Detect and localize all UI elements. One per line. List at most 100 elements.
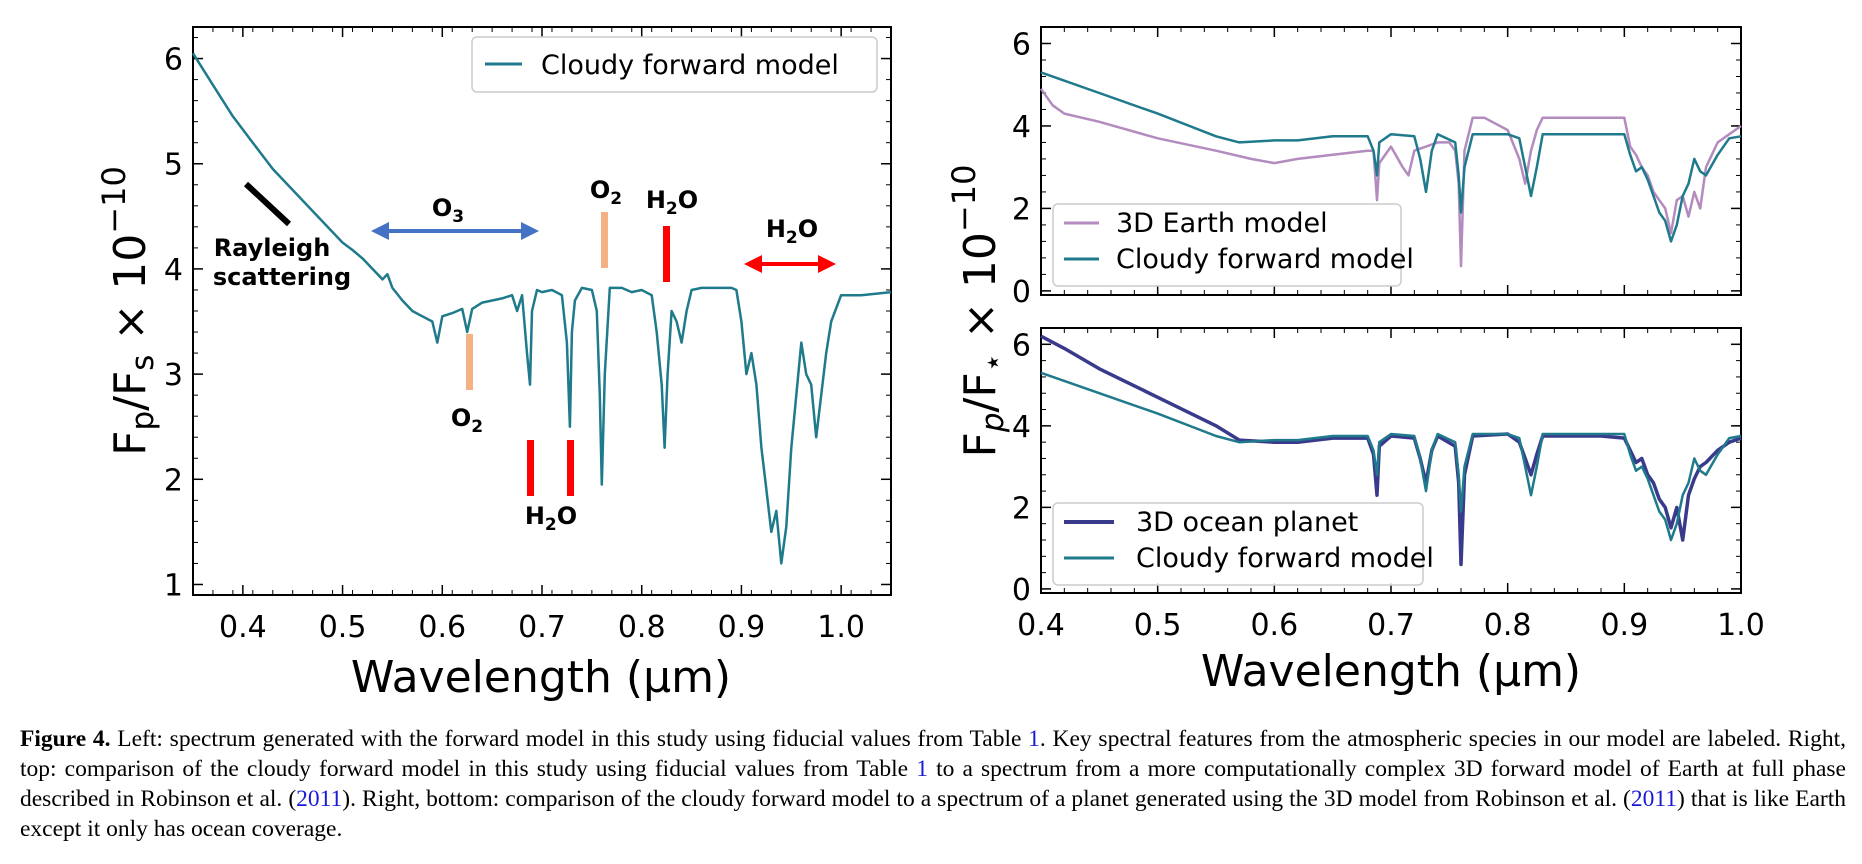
right-top-series-line-1	[1040, 71, 1742, 243]
right-ylabel: Fp/F⋆ × 10−10	[945, 165, 1011, 458]
left-xtick-label-3: 0.7	[518, 610, 566, 645]
right-top-ticks: 0 2 4 6	[1012, 27, 1742, 310]
rb-legend-label-cloudy: Cloudy forward model	[1136, 543, 1434, 574]
caption-text-3: to a spectrum from a more computationall…	[20, 756, 1846, 812]
right-top-ytick-label-3: 6	[1012, 27, 1031, 62]
right-bottom-xtick-label-5: 0.9	[1600, 608, 1648, 643]
rayleigh-label: Rayleigh	[214, 234, 331, 262]
right-xlabel: Wavelength (μm)	[1201, 646, 1581, 697]
left-ylabel: Fp/Fs × 10−10	[95, 166, 161, 456]
left-xtick-label-0: 0.4	[219, 610, 267, 645]
rt-legend-label-cloudy: Cloudy forward model	[1116, 244, 1414, 275]
right-bottom-xtick-label-3: 0.7	[1367, 608, 1415, 643]
right-top-panel: 0 2 4 6 3D Earth model Cloudy forward model	[1012, 26, 1742, 310]
right-ylabel-times: × 10	[955, 232, 1006, 353]
h2o-mid-main: H	[646, 186, 666, 214]
h2o-bar-left	[527, 440, 534, 496]
left-ytick-label-0: 1	[164, 568, 183, 603]
scattering-label: scattering	[213, 263, 351, 291]
right-bottom-xtick-label-2: 0.6	[1250, 608, 1298, 643]
right-ylabel-main: F	[955, 432, 1006, 457]
caption-text-4: ). Right, bottom: comparison of the clou…	[342, 786, 1631, 812]
left-xtick-label-4: 0.8	[618, 610, 666, 645]
left-series-line-0	[191, 52, 892, 565]
right-bottom-ytick-label-0: 0	[1012, 573, 1031, 608]
left-ytick-label-4: 5	[164, 148, 183, 183]
caption-ref-year-1[interactable]: 2011	[296, 786, 343, 812]
right-bottom-series-line-1	[1040, 371, 1742, 542]
h2o-right-main: H	[766, 215, 786, 243]
right-ylabel-sub2: ⋆	[975, 353, 1011, 372]
h2o-low-tail: O	[557, 502, 577, 530]
right-top-ytick-label-2: 4	[1012, 110, 1031, 145]
left-legend-label: Cloudy forward model	[541, 50, 839, 81]
left-ylabel-sub1: p	[125, 411, 161, 431]
right-bottom-legend-box	[1052, 502, 1424, 586]
h2o-label-mid: H2O	[646, 186, 698, 219]
left-ylabel-times: × 10	[105, 234, 156, 355]
o2-bar-low	[466, 334, 473, 390]
left-ticks: 0.4 0.5 0.6 0.7 0.8 0.9 1.0 1 2 3 4 5 6	[164, 27, 891, 645]
right-bottom-panel: 0.4 0.5 0.6 0.7 0.8 0.9 1.0 0 2 4 6 3D ocean plane…	[945, 165, 1765, 697]
right-bottom-series-line-0	[1040, 334, 1742, 567]
o2-low-sub: 2	[471, 417, 483, 437]
left-xtick-label-6: 1.0	[817, 610, 865, 645]
rt-legend-label-earth: 3D Earth model	[1116, 208, 1328, 239]
right-ylabel-sub1: p	[975, 412, 1011, 433]
caption-ref-year-2[interactable]: 2011	[1630, 786, 1678, 812]
o3-label: O3	[432, 194, 464, 227]
right-top-ytick-label-1: 2	[1012, 192, 1031, 227]
h2o-right-tail: O	[798, 215, 818, 243]
right-bottom-ytick-label-3: 6	[1012, 328, 1031, 363]
left-ylabel-main: F	[105, 431, 156, 456]
right-bottom-series-lines	[1040, 334, 1742, 567]
left-ytick-label-5: 6	[164, 43, 183, 78]
right-bottom-xtick-label-6: 1.0	[1717, 608, 1765, 643]
h2o-label-right: H2O	[766, 215, 818, 248]
o2-label-high: O2	[590, 176, 622, 209]
left-xtick-label-2: 0.6	[418, 610, 466, 645]
left-ytick-label-3: 4	[164, 253, 183, 288]
h2o-arrow-right-head	[818, 255, 836, 273]
h2o-mid-tail: O	[678, 186, 698, 214]
h2o-mid-sub: 2	[666, 199, 678, 219]
caption-label: Figure 4.	[20, 726, 111, 752]
h2o-arrow-left-head	[744, 255, 762, 273]
o2-bar-high	[601, 212, 608, 268]
o2-label-low: O2	[451, 404, 483, 437]
rayleigh-mark	[243, 181, 292, 227]
right-top-legend-box	[1052, 203, 1402, 287]
o2-high-main: O	[590, 176, 610, 204]
left-ylabel-mid: /F	[105, 371, 156, 411]
left-xtick-label-5: 0.9	[718, 610, 766, 645]
h2o-low-sub: 2	[545, 515, 557, 535]
right-top-series-lines	[1039, 71, 1742, 268]
o2-high-sub: 2	[610, 189, 622, 209]
left-ylabel-sub2: s	[125, 355, 161, 371]
right-bottom-xtick-label-0: 0.4	[1017, 608, 1065, 643]
rb-legend-label-ocean: 3D ocean planet	[1136, 507, 1358, 538]
caption-text-5: ) that is like Earth except it only has …	[20, 786, 1846, 842]
right-bottom-xtick-label-1: 0.5	[1134, 608, 1182, 643]
h2o-low-main: H	[525, 502, 545, 530]
figure-canvas: 0.4 0.5 0.6 0.7 0.8 0.9 1.0 1 2 3 4 5 6 Rayleigh sca…	[95, 26, 1765, 703]
left-ytick-label-1: 2	[164, 463, 183, 498]
o2-low-main: O	[451, 404, 471, 432]
right-ylabel-exp: −10	[945, 165, 983, 233]
caption-ref-table-2[interactable]: 1	[916, 756, 928, 782]
left-ylabel-exp: −10	[95, 166, 133, 234]
h2o-right-sub: 2	[786, 228, 798, 248]
caption-ref-table-1[interactable]: 1	[1028, 726, 1040, 752]
right-top-ytick-label-0: 0	[1012, 275, 1031, 310]
left-xlabel: Wavelength (μm)	[351, 652, 731, 703]
o3-label-sub: 3	[452, 207, 464, 227]
o3-arrow-left-head	[371, 222, 389, 240]
right-top-series-line-0	[1039, 88, 1742, 268]
left-series-lines	[191, 52, 892, 565]
figure-caption: Figure 4. Left: spectrum generated with …	[20, 724, 1846, 844]
right-bottom-ticks: 0.4 0.5 0.6 0.7 0.8 0.9 1.0 0 2 4 6	[1012, 328, 1765, 643]
left-ytick-label-2: 3	[164, 358, 183, 393]
left-panel: 0.4 0.5 0.6 0.7 0.8 0.9 1.0 1 2 3 4 5 6 Rayleigh sca…	[95, 26, 892, 703]
left-xtick-label-1: 0.5	[319, 610, 367, 645]
o3-arrow-right-head	[521, 222, 539, 240]
